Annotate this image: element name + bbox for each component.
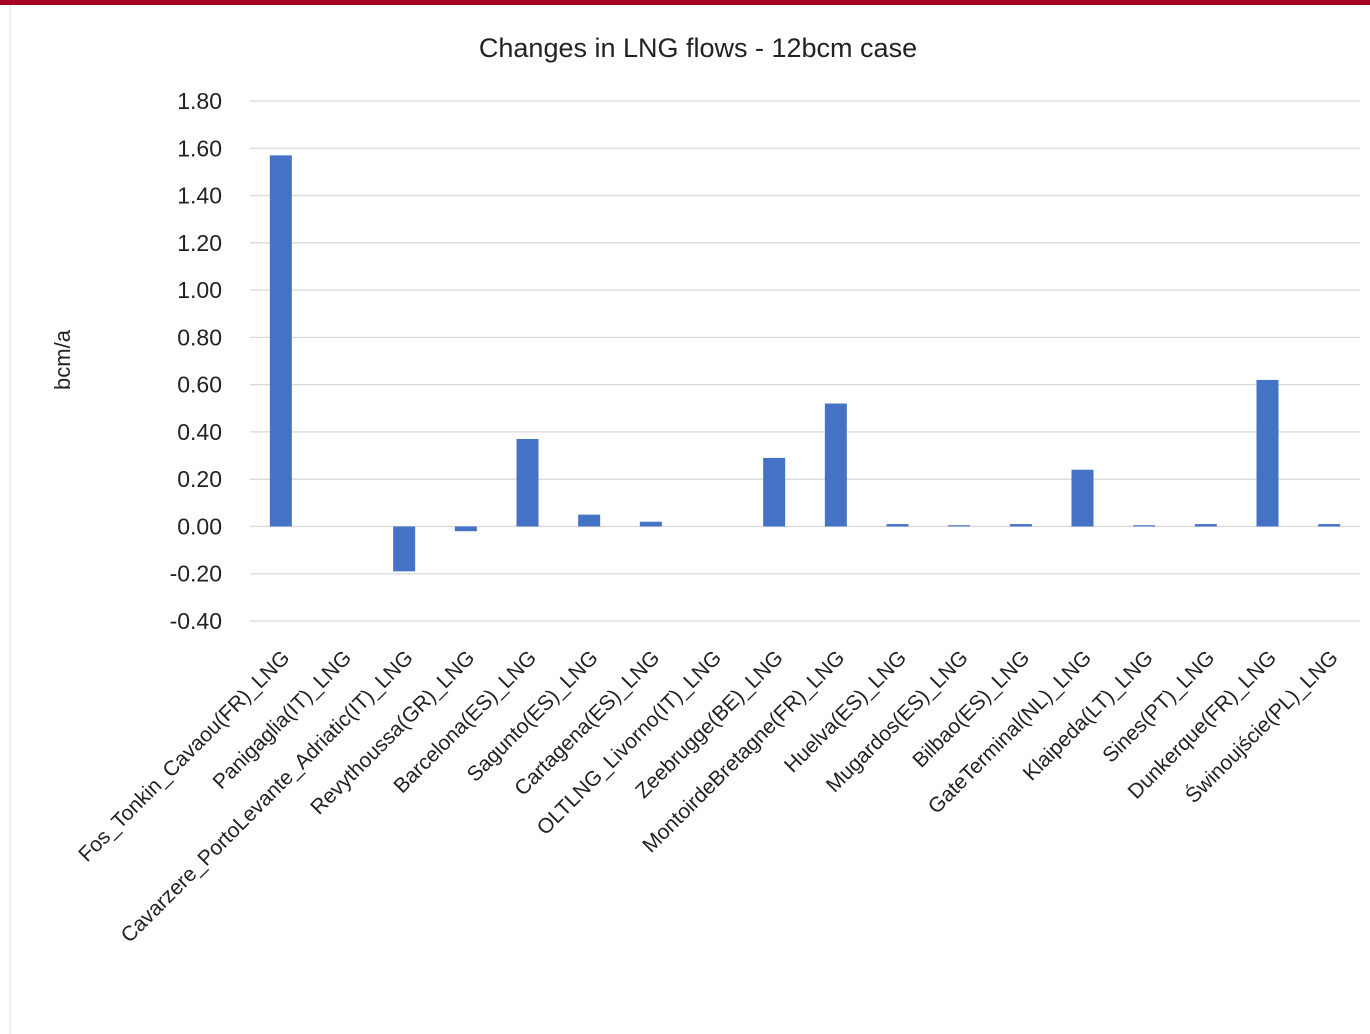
y-axis-label: bcm/a xyxy=(50,329,75,390)
x-tick-label: Sines(PT)_LNG xyxy=(1098,646,1219,767)
top-border xyxy=(0,0,1370,5)
y-tick-label: 1.60 xyxy=(177,135,222,161)
y-tick-label: -0.40 xyxy=(170,608,222,634)
bar xyxy=(1318,524,1341,527)
bar xyxy=(1256,379,1279,527)
y-tick-label: 0.00 xyxy=(177,513,222,539)
bar xyxy=(1133,525,1156,527)
bar xyxy=(1194,524,1217,527)
bar xyxy=(763,457,786,527)
y-tick-label: 1.00 xyxy=(177,277,222,303)
bar xyxy=(1009,524,1032,527)
bar xyxy=(516,439,539,527)
y-tick-label: 1.80 xyxy=(177,88,222,114)
y-tick-label: 0.40 xyxy=(177,419,222,445)
bar xyxy=(1071,469,1094,527)
bar xyxy=(639,521,662,527)
y-tick-label: 1.40 xyxy=(177,183,222,209)
chart-title: Changes in LNG flows - 12bcm case xyxy=(479,33,917,63)
x-tick-label: Cavarzere_PortoLevante_Adriatic(IT)_LNG xyxy=(117,646,418,947)
y-tick-label: 0.80 xyxy=(177,324,222,350)
bar xyxy=(578,514,601,527)
bar xyxy=(886,524,909,527)
bar xyxy=(454,526,477,532)
y-tick-label: -0.20 xyxy=(170,561,222,587)
bar xyxy=(824,403,847,527)
y-tick-label: 0.60 xyxy=(177,372,222,398)
bar xyxy=(948,525,971,527)
bar xyxy=(269,155,292,527)
y-tick-label: 0.20 xyxy=(177,466,222,492)
y-tick-label: 1.20 xyxy=(177,230,222,256)
bar xyxy=(393,526,416,572)
